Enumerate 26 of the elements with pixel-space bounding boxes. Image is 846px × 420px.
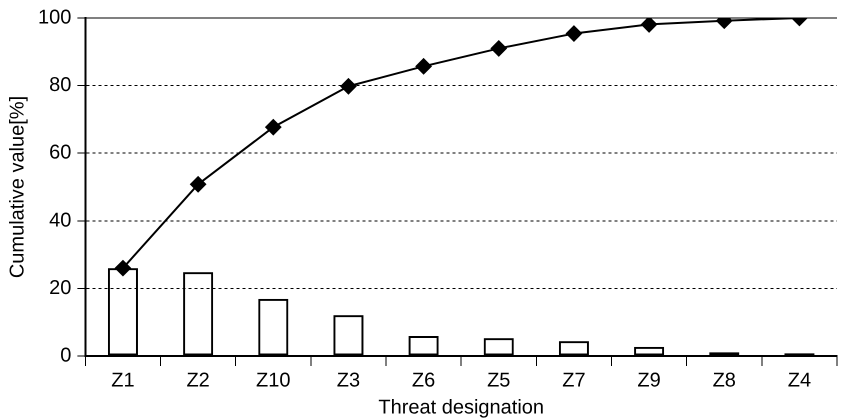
x-tick-label: Z9 xyxy=(637,370,661,392)
y-tick-label: 100 xyxy=(38,6,72,29)
point xyxy=(641,18,658,32)
point xyxy=(566,26,582,42)
x-tick-label: Z6 xyxy=(412,370,436,392)
x-tick-label: Z8 xyxy=(712,370,736,392)
y-axis-title: Cumulative value[%] xyxy=(6,96,29,278)
y-tick-label: 40 xyxy=(49,209,72,232)
point xyxy=(114,260,131,276)
x-tick-label: Z7 xyxy=(562,370,586,392)
point xyxy=(416,58,432,74)
y-tick-label: 60 xyxy=(49,142,72,164)
point xyxy=(340,78,356,94)
y-tick-label: 0 xyxy=(60,344,72,367)
x-tick-label: Z1 xyxy=(111,370,135,392)
x-tick-label: Z5 xyxy=(487,370,510,392)
x-tick-label: Z10 xyxy=(256,370,291,392)
y-tick-label: 20 xyxy=(49,276,72,299)
point xyxy=(490,40,507,56)
x-tick-label: Z3 xyxy=(336,370,360,392)
x-axis-title: Threat designation xyxy=(378,396,544,419)
point xyxy=(190,176,206,192)
point xyxy=(265,119,282,136)
x-tick-label: Z4 xyxy=(788,370,812,392)
y-tick-label: 80 xyxy=(49,74,72,96)
x-tick-label: Z2 xyxy=(186,370,210,392)
